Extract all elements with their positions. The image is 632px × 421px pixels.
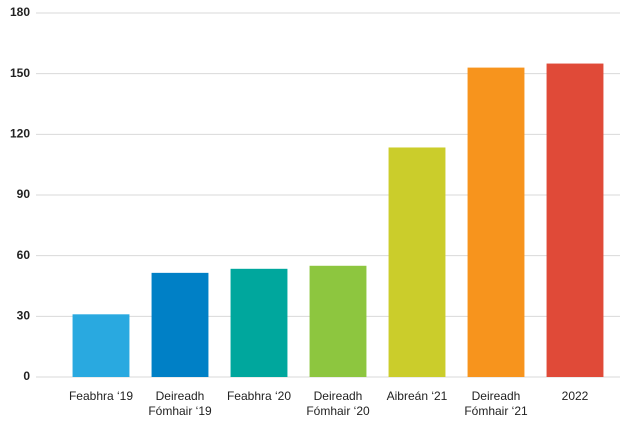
- y-tick-label: 0: [23, 369, 30, 383]
- y-tick-label: 120: [10, 127, 30, 141]
- y-tick-label: 60: [17, 248, 31, 262]
- y-tick-label: 150: [10, 66, 30, 80]
- x-tick-label: Deireadh Fómhair ‘21: [464, 389, 528, 418]
- x-tick-label: Deireadh Fómhair ‘19: [148, 389, 212, 418]
- bar: [467, 67, 525, 377]
- bar: [388, 147, 446, 377]
- bar: [72, 314, 130, 377]
- x-tick-label: Deireadh Fómhair ‘20: [306, 389, 370, 418]
- x-tick-label: Feabhra ‘19: [68, 389, 134, 403]
- y-tick-label: 90: [17, 187, 31, 201]
- bar: [546, 63, 604, 378]
- y-tick-label: 30: [17, 309, 31, 323]
- bar: [151, 272, 209, 377]
- x-tick-label: 2022: [561, 389, 589, 403]
- bar: [309, 265, 367, 377]
- x-tick-label: Aibreán ‘21: [386, 389, 448, 403]
- y-tick-label: 180: [10, 5, 30, 19]
- bar: [230, 268, 288, 377]
- x-tick-label: Feabhra ‘20: [226, 389, 292, 403]
